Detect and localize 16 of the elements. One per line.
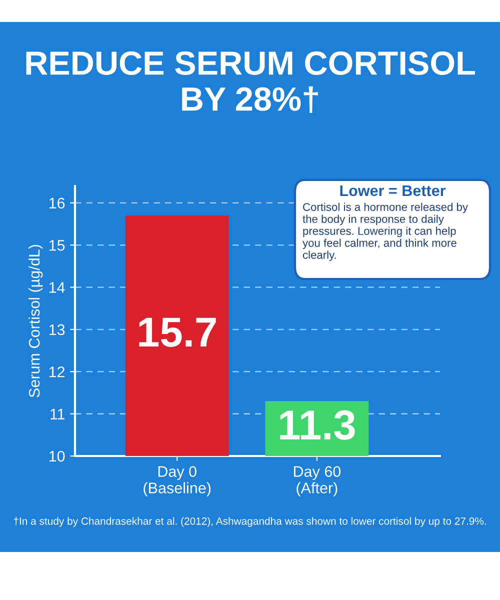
annotation: Lower = Better	[340, 185, 446, 196]
y-tick-label: 14	[49, 282, 65, 293]
y-tick-label: 10	[49, 450, 65, 462]
y-tick-label: 13	[49, 324, 65, 336]
annotation: Cortisol is a hormone released by the body in response to daily pressures. Lowering it can help you feel calmer, and think more clearly.	[302, 202, 468, 262]
data-label: 11.3	[280, 410, 355, 440]
y-axis-title: Serum Cortisol (µg/dL)	[28, 244, 43, 398]
x-tick-label: Day 0 (Baseline)	[144, 466, 211, 496]
y-tick-label: 11	[50, 408, 65, 420]
y-tick-label: 16	[49, 198, 65, 209]
data-label: 15.7	[139, 318, 216, 347]
chart-title: REDUCE SERUM CORTISOL BY 28%†	[26, 51, 475, 113]
y-tick-label: 15	[49, 240, 65, 251]
y-tick-label: 12	[49, 366, 65, 378]
text: †In a study by Chandrasekhar et al. (2012), Ashwagandha was shown to lower cortisol by up to 27.9%.	[14, 517, 486, 527]
x-tick-label: Day 60 (After)	[294, 466, 341, 496]
